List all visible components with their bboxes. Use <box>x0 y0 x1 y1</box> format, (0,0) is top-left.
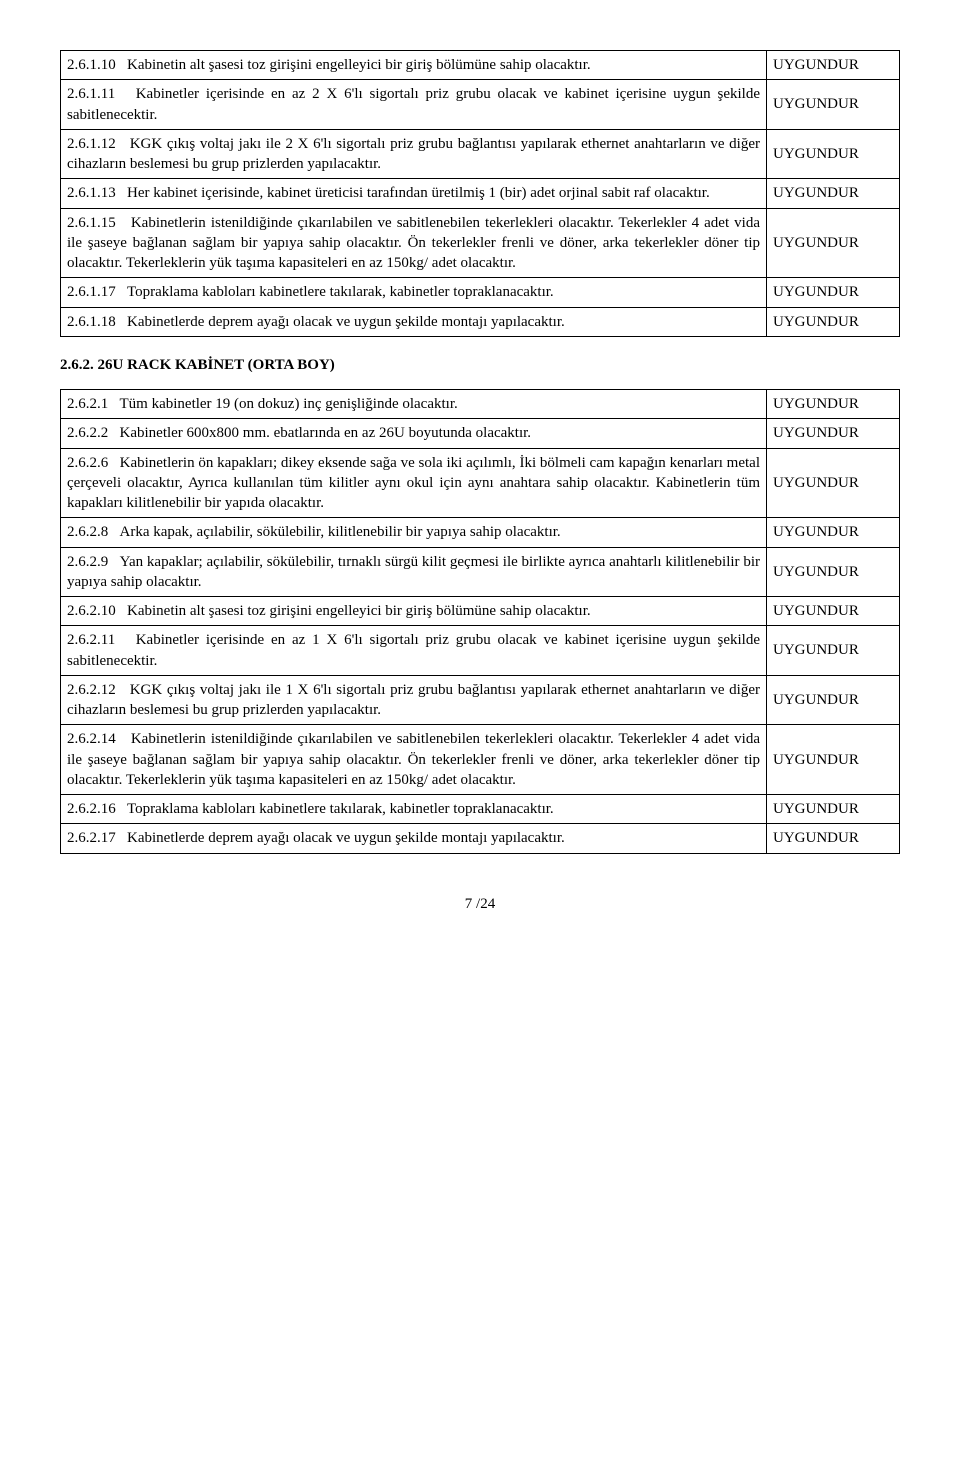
clause-text: Kabinetlerin ön kapakları; dikey eksende… <box>67 455 760 512</box>
status-cell: UYGUNDUR <box>767 51 900 80</box>
spec-cell: 2.6.2.9 Yan kapaklar; açılabilir, söküle… <box>61 547 767 597</box>
status-cell: UYGUNDUR <box>767 278 900 307</box>
status-cell: UYGUNDUR <box>767 390 900 419</box>
spec-cell: 2.6.1.15 Kabinetlerin istenildiğinde çık… <box>61 208 767 278</box>
status-cell: UYGUNDUR <box>767 518 900 547</box>
table-row: 2.6.2.8 Arka kapak, açılabilir, sökülebi… <box>61 518 900 547</box>
clause-text: Kabinetlerin istenildiğinde çıkarılabile… <box>67 215 760 272</box>
spec-cell: 2.6.2.14 Kabinetlerin istenildiğinde çık… <box>61 725 767 795</box>
spec-cell: 2.6.1.18 Kabinetlerde deprem ayağı olaca… <box>61 307 767 336</box>
status-cell: UYGUNDUR <box>767 419 900 448</box>
section-heading: 2.6.2. 26U RACK KABİNET (ORTA BOY) <box>60 355 900 375</box>
clause-text: Topraklama kabloları kabinetlere takılar… <box>116 284 554 300</box>
clause-number: 2.6.1.13 <box>67 185 116 201</box>
table-row: 2.6.2.12 KGK çıkış voltaj jakı ile 1 X 6… <box>61 675 900 725</box>
table-row: 2.6.1.15 Kabinetlerin istenildiğinde çık… <box>61 208 900 278</box>
spec-cell: 2.6.2.16 Topraklama kabloları kabinetler… <box>61 795 767 824</box>
table-row: 2.6.2.16 Topraklama kabloları kabinetler… <box>61 795 900 824</box>
spec-cell: 2.6.2.10 Kabinetin alt şasesi toz girişi… <box>61 597 767 626</box>
status-cell: UYGUNDUR <box>767 129 900 179</box>
table-row: 2.6.1.13 Her kabinet içerisinde, kabinet… <box>61 179 900 208</box>
clause-number: 2.6.2.6 <box>67 455 108 471</box>
spec-cell: 2.6.2.12 KGK çıkış voltaj jakı ile 1 X 6… <box>61 675 767 725</box>
clause-number: 2.6.2.9 <box>67 554 108 570</box>
clause-text: Kabinetlerde deprem ayağı olacak ve uygu… <box>116 314 565 330</box>
table-row: 2.6.1.10 Kabinetin alt şasesi toz girişi… <box>61 51 900 80</box>
status-cell: UYGUNDUR <box>767 675 900 725</box>
status-cell: UYGUNDUR <box>767 80 900 130</box>
clause-text: Kabinetin alt şasesi toz girişini engell… <box>116 57 591 73</box>
status-cell: UYGUNDUR <box>767 208 900 278</box>
table-row: 2.6.1.18 Kabinetlerde deprem ayağı olaca… <box>61 307 900 336</box>
spec-cell: 2.6.2.11 Kabinetler içerisinde en az 1 X… <box>61 626 767 676</box>
clause-number: 2.6.2.16 <box>67 801 116 817</box>
clause-number: 2.6.2.14 <box>67 731 116 747</box>
spec-cell: 2.6.1.10 Kabinetin alt şasesi toz girişi… <box>61 51 767 80</box>
clause-number: 2.6.2.17 <box>67 830 116 846</box>
clause-text: Kabinetler içerisinde en az 2 X 6'lı sig… <box>67 86 760 122</box>
status-cell: UYGUNDUR <box>767 795 900 824</box>
status-cell: UYGUNDUR <box>767 547 900 597</box>
clause-text: Yan kapaklar; açılabilir, sökülebilir, t… <box>67 554 760 590</box>
spec-table-2: 2.6.2.1 Tüm kabinetler 19 (on dokuz) inç… <box>60 389 900 854</box>
status-cell: UYGUNDUR <box>767 307 900 336</box>
clause-text: KGK çıkış voltaj jakı ile 1 X 6'lı sigor… <box>67 682 760 718</box>
clause-number: 2.6.2.1 <box>67 396 108 412</box>
table-row: 2.6.2.14 Kabinetlerin istenildiğinde çık… <box>61 725 900 795</box>
table-row: 2.6.1.12 KGK çıkış voltaj jakı ile 2 X 6… <box>61 129 900 179</box>
table-row: 2.6.2.1 Tüm kabinetler 19 (on dokuz) inç… <box>61 390 900 419</box>
spec-cell: 2.6.1.12 KGK çıkış voltaj jakı ile 2 X 6… <box>61 129 767 179</box>
clause-text: Topraklama kabloları kabinetlere takılar… <box>116 801 554 817</box>
table-row: 2.6.2.2 Kabinetler 600x800 mm. ebatların… <box>61 419 900 448</box>
clause-number: 2.6.2.2 <box>67 425 108 441</box>
clause-number: 2.6.2.11 <box>67 632 115 648</box>
status-cell: UYGUNDUR <box>767 824 900 853</box>
clause-number: 2.6.1.10 <box>67 57 116 73</box>
page-number: 7 /24 <box>60 894 900 914</box>
table-row: 2.6.2.11 Kabinetler içerisinde en az 1 X… <box>61 626 900 676</box>
clause-text: Kabinetler içerisinde en az 1 X 6'lı sig… <box>67 632 760 668</box>
clause-text: Arka kapak, açılabilir, sökülebilir, kil… <box>108 524 560 540</box>
status-cell: UYGUNDUR <box>767 179 900 208</box>
spec-cell: 2.6.1.11 Kabinetler içerisinde en az 2 X… <box>61 80 767 130</box>
spec-cell: 2.6.2.2 Kabinetler 600x800 mm. ebatların… <box>61 419 767 448</box>
spec-cell: 2.6.1.17 Topraklama kabloları kabinetler… <box>61 278 767 307</box>
clause-text: Her kabinet içerisinde, kabinet üreticis… <box>116 185 710 201</box>
spec-cell: 2.6.2.6 Kabinetlerin ön kapakları; dikey… <box>61 448 767 518</box>
status-cell: UYGUNDUR <box>767 626 900 676</box>
table-row: 2.6.2.6 Kabinetlerin ön kapakları; dikey… <box>61 448 900 518</box>
spec-cell: 2.6.2.1 Tüm kabinetler 19 (on dokuz) inç… <box>61 390 767 419</box>
clause-number: 2.6.1.15 <box>67 215 116 231</box>
clause-text: Kabinetin alt şasesi toz girişini engell… <box>116 603 591 619</box>
spec-cell: 2.6.1.13 Her kabinet içerisinde, kabinet… <box>61 179 767 208</box>
clause-number: 2.6.1.11 <box>67 86 115 102</box>
clause-number: 2.6.2.10 <box>67 603 116 619</box>
status-cell: UYGUNDUR <box>767 448 900 518</box>
clause-text: Kabinetlerin istenildiğinde çıkarılabile… <box>67 731 760 788</box>
clause-number: 2.6.2.8 <box>67 524 108 540</box>
status-cell: UYGUNDUR <box>767 725 900 795</box>
table-row: 2.6.1.11 Kabinetler içerisinde en az 2 X… <box>61 80 900 130</box>
spec-table-1-body: 2.6.1.10 Kabinetin alt şasesi toz girişi… <box>61 51 900 337</box>
clause-text: Kabinetlerde deprem ayağı olacak ve uygu… <box>116 830 565 846</box>
table-row: 2.6.1.17 Topraklama kabloları kabinetler… <box>61 278 900 307</box>
clause-text: Tüm kabinetler 19 (on dokuz) inç genişli… <box>108 396 458 412</box>
table-row: 2.6.2.9 Yan kapaklar; açılabilir, söküle… <box>61 547 900 597</box>
spec-table-2-body: 2.6.2.1 Tüm kabinetler 19 (on dokuz) inç… <box>61 390 900 854</box>
spec-cell: 2.6.2.8 Arka kapak, açılabilir, sökülebi… <box>61 518 767 547</box>
clause-number: 2.6.1.12 <box>67 136 116 152</box>
clause-text: Kabinetler 600x800 mm. ebatlarında en az… <box>108 425 531 441</box>
clause-number: 2.6.1.17 <box>67 284 116 300</box>
clause-number: 2.6.1.18 <box>67 314 116 330</box>
clause-number: 2.6.2.12 <box>67 682 116 698</box>
clause-text: KGK çıkış voltaj jakı ile 2 X 6'lı sigor… <box>67 136 760 172</box>
spec-table-1: 2.6.1.10 Kabinetin alt şasesi toz girişi… <box>60 50 900 337</box>
status-cell: UYGUNDUR <box>767 597 900 626</box>
spec-cell: 2.6.2.17 Kabinetlerde deprem ayağı olaca… <box>61 824 767 853</box>
table-row: 2.6.2.17 Kabinetlerde deprem ayağı olaca… <box>61 824 900 853</box>
table-row: 2.6.2.10 Kabinetin alt şasesi toz girişi… <box>61 597 900 626</box>
